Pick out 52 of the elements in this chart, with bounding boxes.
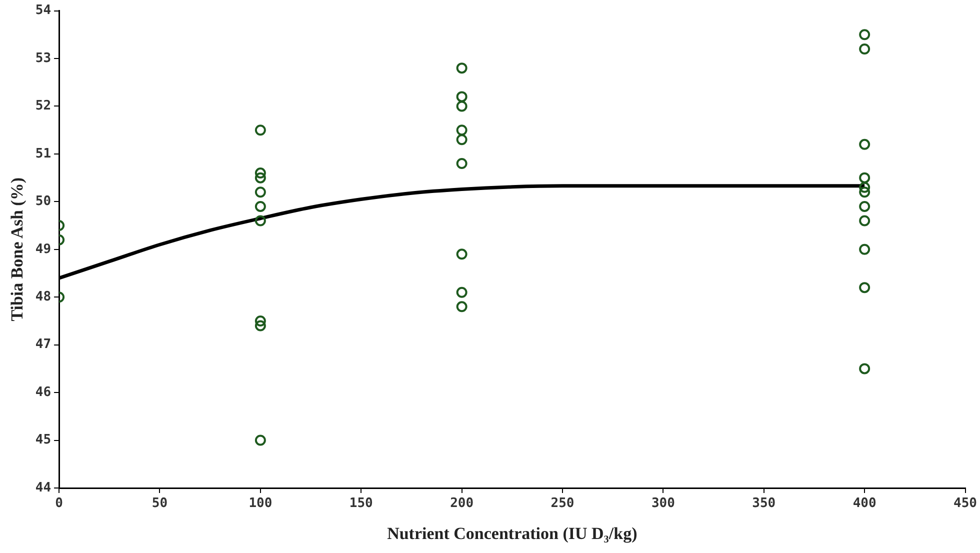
point bbox=[456, 124, 468, 136]
point bbox=[254, 186, 266, 198]
point bbox=[456, 286, 468, 298]
x-tick-label: 100 bbox=[248, 496, 272, 512]
x-tick-label: 50 bbox=[152, 496, 168, 512]
x-tick-label: 400 bbox=[852, 496, 876, 512]
y-tick-label: 46 bbox=[35, 384, 52, 400]
x-axis-title: Nutrient Concentration (IU D₃/kg) bbox=[387, 524, 638, 544]
point bbox=[456, 248, 468, 260]
point bbox=[859, 29, 870, 40]
point bbox=[859, 43, 870, 54]
point bbox=[859, 186, 870, 198]
point bbox=[254, 200, 266, 212]
point bbox=[859, 244, 870, 255]
x-tick-label: 150 bbox=[349, 496, 374, 512]
point bbox=[859, 138, 870, 150]
y-axis-title: Tibia Bone Ash (%) bbox=[8, 178, 27, 322]
point bbox=[254, 320, 266, 332]
point bbox=[859, 282, 870, 294]
point bbox=[254, 124, 266, 136]
point bbox=[859, 215, 870, 226]
point bbox=[859, 363, 870, 374]
x-tick-label: 200 bbox=[450, 496, 474, 512]
point bbox=[456, 62, 468, 74]
point bbox=[456, 134, 468, 146]
point bbox=[859, 172, 870, 184]
y-tick-label: 54 bbox=[35, 3, 52, 18]
point bbox=[456, 91, 468, 102]
point bbox=[254, 168, 266, 179]
point bbox=[456, 301, 468, 312]
point bbox=[254, 172, 266, 184]
y-tick-label: 48 bbox=[35, 289, 52, 304]
x-tick-label: 300 bbox=[651, 496, 676, 512]
x-tick-label: 350 bbox=[752, 496, 776, 512]
y-tick-label: 45 bbox=[35, 432, 52, 448]
point bbox=[254, 434, 266, 446]
point bbox=[254, 215, 266, 226]
y-tick-label: 52 bbox=[35, 98, 52, 114]
point bbox=[254, 315, 266, 326]
y-tick-label: 49 bbox=[35, 242, 52, 257]
y-tick-label: 44 bbox=[35, 480, 52, 496]
point bbox=[859, 200, 870, 212]
y-tick-label: 53 bbox=[35, 50, 52, 66]
y-tick-label: 47 bbox=[35, 337, 52, 352]
y-tick-label: 50 bbox=[35, 194, 52, 210]
y-tick-label: 51 bbox=[35, 146, 52, 162]
x-tick-label: 0 bbox=[55, 496, 64, 512]
point bbox=[859, 182, 870, 193]
point bbox=[456, 100, 468, 112]
x-tick-label: 450 bbox=[954, 496, 978, 512]
x-tick-label: 250 bbox=[550, 496, 574, 512]
point bbox=[456, 158, 468, 170]
